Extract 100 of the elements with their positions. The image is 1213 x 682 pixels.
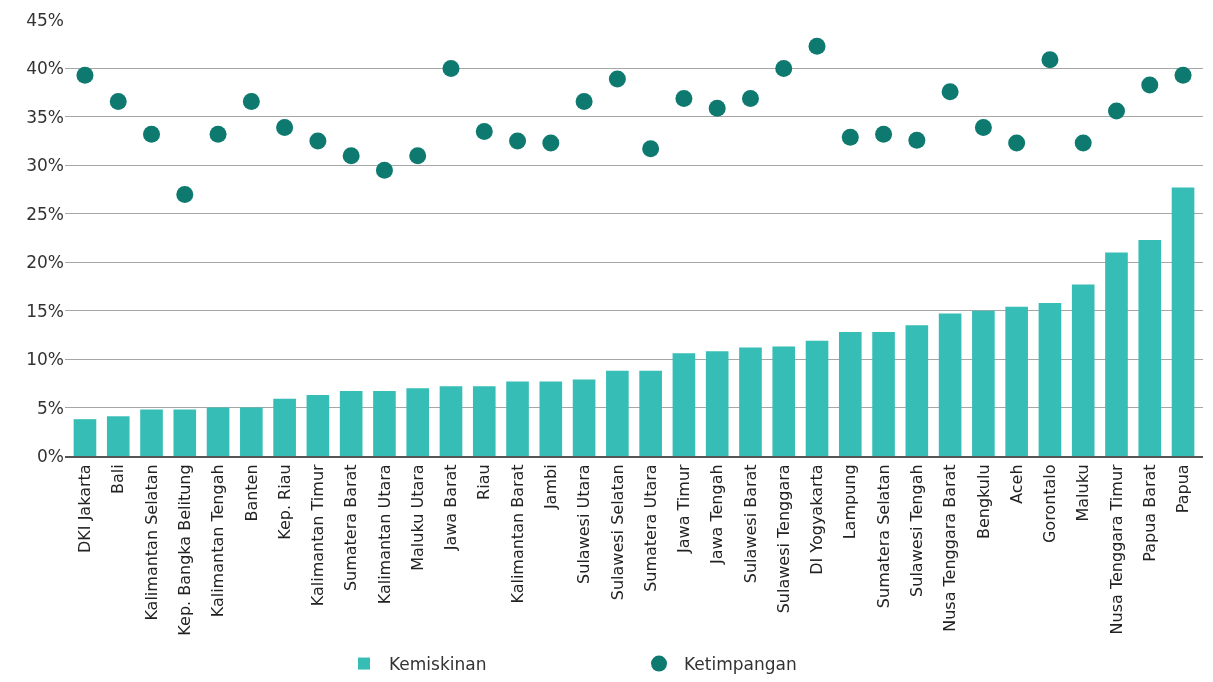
point [409, 147, 427, 165]
x-tick-label: Kalimantan Selatan [141, 464, 161, 621]
bar [1171, 187, 1195, 456]
x-tick-label: Jawa Barat [441, 464, 461, 552]
point [475, 122, 493, 140]
x-tick-label: Kalimantan Timur [308, 463, 328, 607]
y-tick-label: 15% [26, 300, 64, 321]
bar [539, 381, 563, 456]
point [1108, 102, 1125, 120]
y-tick-label: 0% [37, 445, 64, 466]
x-tick-label: Nusa Tenggara Timur [1106, 463, 1126, 635]
point [575, 92, 593, 110]
bar [373, 391, 396, 456]
bar [805, 340, 829, 456]
bar [905, 325, 929, 456]
point [741, 89, 759, 107]
point [675, 89, 693, 107]
x-tick-label: Jawa Tengah [707, 464, 727, 566]
point [708, 99, 726, 117]
point [1008, 134, 1026, 152]
x-tick-label: Sumatera Utara [640, 464, 660, 592]
point [875, 125, 893, 143]
y-tick-label: 20% [26, 252, 64, 273]
bar [506, 381, 529, 456]
x-tick-label: Bali [108, 464, 128, 495]
bar [572, 379, 596, 456]
point [1074, 134, 1092, 152]
y-tick-label: 45% [26, 9, 64, 30]
point [242, 92, 260, 110]
bar [1038, 302, 1062, 456]
x-tick-label: Sumatera Selatan [873, 464, 893, 609]
x-tick-label: Kalimantan Barat [507, 464, 527, 604]
x-tick-label: Gorontalo [1040, 464, 1060, 544]
bar [306, 394, 330, 456]
x-tick-label: Jambi [541, 464, 561, 511]
point [176, 185, 194, 203]
bar [938, 313, 962, 456]
bar [872, 331, 895, 456]
x-tick-label: Bengkulu [973, 464, 993, 540]
x-tick-label: Nusa Tenggara Barat [940, 464, 960, 632]
point [908, 131, 926, 149]
x-tick-label: DKI Jakarta [75, 464, 95, 553]
bar [439, 386, 463, 456]
y-tick-label: 10% [26, 349, 64, 370]
point [442, 59, 460, 77]
point [642, 140, 660, 158]
y-tick-label: 5% [37, 397, 64, 418]
bar [273, 398, 296, 456]
point [109, 92, 127, 110]
point [375, 161, 393, 179]
bar [672, 353, 696, 456]
x-tick-label: Kep. Riau [274, 464, 294, 540]
bar [1071, 284, 1095, 456]
point [542, 134, 560, 152]
point [974, 119, 992, 137]
point [775, 59, 793, 77]
x-tick-label: Jawa Timur [674, 463, 694, 554]
x-tick-label: Aceh [1006, 464, 1026, 504]
point [841, 128, 859, 146]
point [1174, 66, 1192, 84]
bar [140, 409, 163, 456]
point [808, 37, 826, 55]
bar [639, 370, 662, 456]
x-tick-label: Kep. Bangka Belitung [174, 464, 194, 636]
point [143, 125, 161, 143]
bar [173, 409, 197, 456]
x-tick-label: Sulawesi Barat [740, 464, 760, 584]
point [342, 147, 360, 165]
bar [339, 391, 363, 456]
point [276, 119, 294, 137]
bar [739, 347, 762, 456]
bar [106, 416, 130, 456]
x-tick-label: Kalimantan Utara [374, 464, 394, 605]
bar [772, 346, 796, 456]
x-tick-label: Riau [474, 464, 494, 500]
bar [472, 386, 496, 456]
x-tick-label: Papua Barat [1139, 464, 1159, 562]
y-tick-label: 35% [26, 106, 64, 127]
point [509, 132, 527, 150]
x-tick-label: Papua [1173, 464, 1193, 514]
bar [1105, 252, 1128, 456]
point [608, 70, 626, 88]
y-tick-label: 25% [26, 203, 64, 224]
legend-label: Ketimpangan [684, 654, 797, 675]
y-tick-label: 40% [26, 58, 64, 79]
x-tick-label: DI Yogyakarta [807, 464, 827, 575]
point [1141, 76, 1159, 94]
bar [838, 331, 862, 456]
x-tick-label: Banten [241, 464, 261, 522]
legend-label: Kemiskinan [389, 654, 487, 675]
point [209, 125, 227, 143]
point [76, 66, 94, 84]
bar [73, 419, 97, 456]
x-tick-label: Kalimantan Tengah [208, 464, 228, 618]
point [941, 83, 959, 101]
x-tick-label: Sulawesi Selatan [607, 464, 627, 601]
x-tick-label: Lampung [840, 464, 860, 540]
x-tick-label: Maluku Utara [407, 464, 427, 571]
point [1041, 51, 1059, 69]
x-tick-label: Sulawesi Tenggara [773, 464, 793, 614]
